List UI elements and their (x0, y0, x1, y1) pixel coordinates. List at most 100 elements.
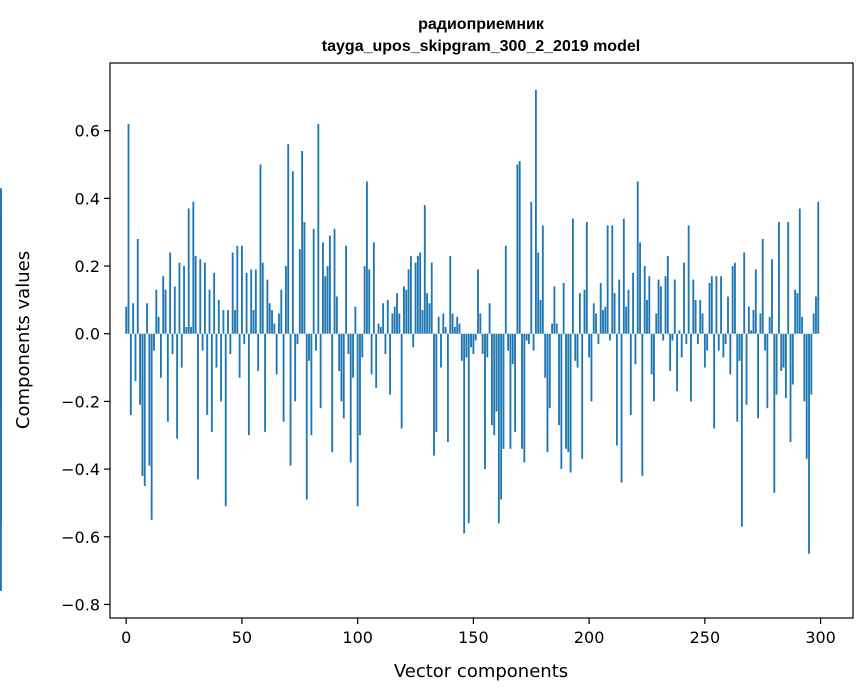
bar (403, 286, 405, 334)
chart-title-line-2: tayga_upos_skipgram_300_2_2019 model (322, 38, 640, 55)
bar (817, 201, 820, 334)
bar (599, 282, 602, 334)
bar (217, 299, 220, 334)
bar (345, 245, 348, 334)
bar (528, 333, 530, 344)
bar (761, 238, 764, 334)
bar (729, 333, 732, 375)
bar (347, 333, 350, 355)
bar (180, 333, 183, 368)
bar (673, 279, 676, 334)
bar (497, 333, 500, 524)
bar (611, 225, 614, 334)
bar (322, 242, 324, 334)
bar (627, 289, 630, 334)
bar (699, 299, 702, 334)
bar (474, 333, 477, 341)
bar (261, 262, 264, 334)
bar (451, 313, 454, 334)
bar (569, 333, 572, 473)
bar (368, 269, 371, 334)
bar (456, 316, 459, 334)
bar (206, 333, 209, 415)
bar (696, 333, 699, 344)
bar (724, 333, 727, 344)
bar (646, 299, 648, 334)
bar (676, 333, 679, 392)
bar (370, 333, 373, 375)
bar (590, 333, 593, 402)
bar (352, 333, 354, 378)
bar (740, 333, 743, 527)
y-axis-ticks: −0.8 −0.6 −0.4 −0.2 0.0 0.2 0.4 0.6 (61, 122, 110, 614)
bar (287, 144, 290, 334)
bar (747, 306, 750, 334)
bar (715, 276, 718, 334)
bar (484, 333, 486, 470)
bar (685, 333, 688, 344)
bar (544, 333, 547, 378)
bar (178, 262, 181, 334)
bar (463, 333, 466, 534)
bar (615, 333, 618, 446)
bar (426, 293, 429, 334)
bar (694, 299, 697, 334)
bar (558, 333, 560, 426)
bar (220, 333, 223, 402)
bar (0, 333, 2, 412)
bar (734, 262, 736, 334)
bar (808, 333, 810, 554)
x-axis-label: Vector components (394, 661, 568, 682)
bar (340, 333, 343, 402)
bar (805, 333, 808, 459)
bar (282, 333, 285, 422)
bar (275, 333, 278, 375)
bar (662, 333, 665, 341)
bar (310, 333, 313, 436)
bar (722, 333, 725, 358)
bar (713, 333, 716, 429)
bar (384, 333, 387, 355)
bar (745, 333, 748, 405)
bar (0, 333, 2, 591)
bar (578, 293, 581, 334)
bar (294, 333, 297, 402)
bar (592, 303, 595, 334)
bar (477, 269, 479, 334)
bar (442, 313, 445, 334)
bar (268, 303, 271, 334)
bar (372, 242, 375, 334)
bar (572, 218, 574, 334)
bar (648, 276, 651, 334)
bar (185, 326, 188, 334)
bar (678, 330, 681, 334)
bar (176, 333, 179, 439)
x-tick-label: 250 (690, 628, 721, 647)
bar (440, 333, 442, 368)
bar (224, 333, 227, 507)
bar (680, 333, 683, 358)
bar (136, 238, 139, 334)
bar (190, 326, 192, 334)
bar (780, 333, 783, 371)
bar (414, 262, 417, 334)
bar (435, 333, 438, 432)
bar (500, 333, 503, 500)
bar (155, 289, 158, 334)
bar (324, 276, 327, 334)
bar (210, 333, 213, 432)
bar (423, 205, 426, 334)
bar (250, 269, 253, 334)
bar (349, 333, 352, 463)
bar (720, 276, 722, 334)
bar (201, 333, 204, 351)
bar (125, 306, 128, 334)
bar (810, 333, 813, 395)
bar (254, 269, 257, 334)
bar (160, 333, 162, 378)
bar (486, 333, 489, 358)
bar (555, 323, 558, 334)
bar (416, 255, 419, 334)
bar (706, 333, 709, 351)
bar (560, 333, 563, 470)
